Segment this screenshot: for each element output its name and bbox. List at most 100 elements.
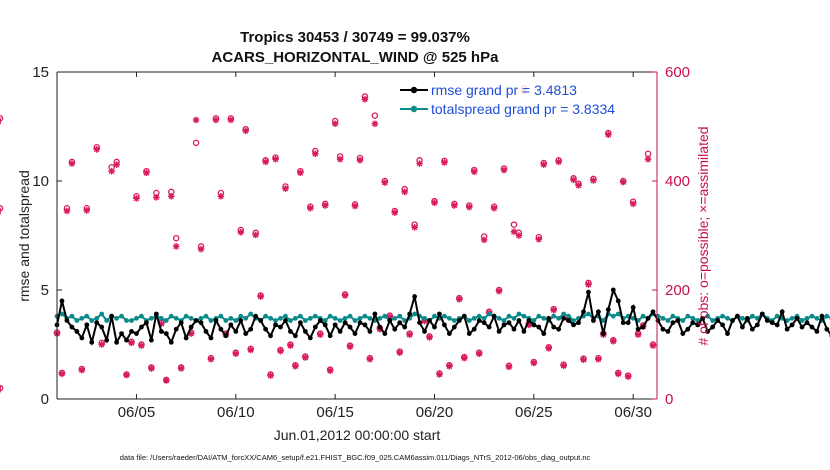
rmse-point	[94, 320, 100, 326]
x-tick-label: 06/15	[316, 404, 354, 421]
rmse-point	[695, 322, 701, 328]
y-tick-label: 15	[32, 64, 49, 81]
obs-assimilated-point	[490, 204, 498, 212]
totalspread-point	[541, 315, 547, 321]
x-tick-label: 06/30	[614, 404, 652, 421]
totalspread-point	[273, 318, 278, 323]
rmse-point	[725, 331, 730, 336]
rmse-point	[288, 329, 293, 334]
obs-assimilated-point	[649, 342, 657, 349]
obs-assimilated-point	[63, 207, 71, 215]
totalspread-point	[357, 315, 363, 321]
rmse-point	[491, 313, 497, 319]
rmse-point	[640, 324, 646, 330]
rmse-point	[69, 324, 75, 330]
rmse-point	[690, 320, 696, 326]
totalspread-point	[551, 313, 557, 319]
obs-assimilated-point	[58, 370, 66, 378]
obs-assimilated-point	[411, 224, 418, 231]
obs-assimilated-point	[302, 354, 309, 361]
rmse-point	[273, 322, 278, 328]
rmse-point	[144, 320, 149, 326]
rmse-point	[347, 324, 353, 330]
totalspread-point	[69, 313, 75, 319]
obs-assimilated-point	[580, 356, 587, 364]
rmse-point	[789, 322, 795, 328]
rmse-point	[784, 326, 790, 332]
rmse-point	[357, 320, 363, 326]
totalspread-point	[322, 318, 328, 323]
rmse-point	[84, 322, 90, 328]
rmse-point	[794, 315, 800, 321]
rmse-point	[153, 311, 159, 317]
totalspread-point	[89, 318, 95, 323]
obs-assimilated-point	[242, 127, 250, 135]
obs-assimilated-point	[550, 306, 557, 314]
obs-assimilated-point	[629, 200, 637, 208]
rmse-point	[238, 318, 244, 323]
rmse-point	[64, 318, 70, 323]
totalspread-point	[233, 318, 239, 323]
legend: rmse grand pr = 3.4813 totalspread grand…	[396, 78, 648, 118]
rmse-point	[685, 326, 691, 332]
obs-assimilated-point	[247, 346, 255, 354]
totalspread-point	[774, 313, 780, 319]
rmse-point	[268, 333, 273, 339]
rmse-point	[754, 322, 760, 328]
rmse-point	[451, 324, 457, 330]
totalspread-point	[630, 315, 636, 321]
rmse-point	[630, 305, 636, 310]
totalspread-point	[228, 315, 234, 321]
totalspread-point	[789, 315, 795, 321]
rmse-point	[744, 315, 750, 321]
rmse-point	[546, 315, 552, 321]
obs-assimilated-point	[341, 292, 349, 299]
obs-assimilated-point	[545, 345, 553, 352]
obs-assimilated-point	[108, 167, 115, 175]
rmse-point	[715, 318, 720, 323]
totalspread-point	[263, 313, 269, 319]
rmse-point	[571, 322, 576, 328]
totalspread-point	[332, 315, 338, 321]
obs-assimilated-point	[495, 287, 503, 295]
rmse-point	[377, 324, 383, 330]
obs-assimilated-point	[217, 192, 225, 200]
obs-assimilated-point	[331, 120, 339, 128]
rmse-point	[521, 329, 527, 334]
obs-possible-point	[0, 205, 4, 212]
obs-assimilated-point	[128, 339, 135, 347]
totalspread-point	[481, 315, 487, 321]
totalspread-point	[337, 318, 343, 323]
tick-layer: 06/05 06/10 06/15 06/20 06/25 06/30 0 5 10 15 0 200…	[32, 64, 690, 421]
totalspread-point	[283, 313, 288, 319]
totalspread-point	[223, 318, 229, 323]
obs-assimilated-point	[575, 182, 582, 189]
obs-assimilated-point	[212, 116, 220, 124]
obs-assimilated-point	[535, 236, 543, 243]
rmse-point	[253, 313, 259, 319]
obs-assimilated-point	[316, 331, 324, 338]
totalspread-point	[243, 315, 249, 321]
x-tick-label: 06/10	[217, 404, 255, 421]
rmse-point	[283, 318, 288, 323]
rmse-point	[114, 339, 120, 345]
rmse-point	[680, 331, 686, 336]
rmse-point	[749, 326, 755, 332]
obs-assimilated-point	[307, 204, 314, 212]
rmse-point	[655, 318, 661, 323]
totalspread-point	[600, 318, 606, 323]
obs-assimilated-point	[252, 231, 259, 239]
obs-assimilated-point	[465, 203, 473, 211]
totalspread-point	[119, 313, 124, 319]
totalspread-point	[725, 315, 730, 321]
obs-assimilated-point	[262, 158, 269, 166]
rmse-point	[814, 329, 820, 334]
rmse-point	[710, 324, 716, 330]
totalspread-point	[501, 318, 507, 323]
rmse-point	[516, 318, 522, 323]
obs-assimilated-point	[510, 228, 518, 235]
obs-assimilated-point	[530, 359, 538, 367]
legend-spread-marker	[410, 105, 418, 113]
totalspread-point	[536, 313, 542, 319]
totalspread-point	[799, 318, 805, 323]
